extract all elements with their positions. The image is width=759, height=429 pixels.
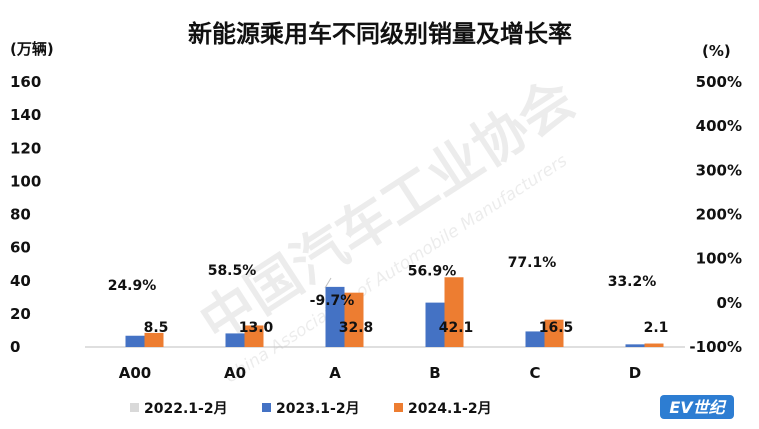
right-axis-unit: (%) <box>702 42 731 60</box>
growth-label: -9.7% <box>310 293 355 309</box>
ev-logo: EV世纪 <box>660 395 734 419</box>
growth-label: 58.5% <box>208 263 257 279</box>
watermark-text: 中国汽车工业协会 <box>189 67 586 355</box>
growth-label: 24.9% <box>108 278 157 294</box>
ev-logo-text: EV世纪 <box>669 398 726 417</box>
left-tick-label: 120 <box>10 139 41 157</box>
bar <box>325 286 345 347</box>
data-label: 2.1 <box>644 320 669 336</box>
annotation-leader-line <box>324 277 332 289</box>
left-tick-label: 100 <box>10 172 41 190</box>
growth-label: 56.9% <box>408 264 457 280</box>
category-label: B <box>429 364 440 382</box>
bar <box>625 344 645 347</box>
bar <box>125 335 145 347</box>
chart-title: 新能源乘用车不同级别销量及增长率 <box>188 20 572 48</box>
bar <box>425 302 445 347</box>
left-tick-label: 0 <box>10 338 20 356</box>
data-label: 8.5 <box>144 320 169 336</box>
left-tick-label: 140 <box>10 106 41 124</box>
growth-label: 77.1% <box>508 255 557 271</box>
left-tick-label: 20 <box>10 305 31 323</box>
legend: 2022.1-2月 2023.1-2月 2024.1-2月 <box>130 401 492 417</box>
bar <box>525 331 545 347</box>
left-tick-label: 80 <box>10 206 31 224</box>
data-label: 16.5 <box>539 320 574 336</box>
data-label: 42.1 <box>439 320 474 336</box>
left-tick-label: 160 <box>10 73 41 91</box>
right-axis-ticks: 500% 400% 300% 200% 100% 0% -100% <box>689 73 742 356</box>
right-tick-label: 300% <box>696 161 742 179</box>
category-labels: A00 A0 A B C D <box>119 364 641 382</box>
right-tick-label: 100% <box>696 250 742 268</box>
bar <box>344 292 364 347</box>
category-label: A <box>329 364 341 382</box>
bar <box>644 343 664 347</box>
right-tick-label: 0% <box>717 294 742 312</box>
bar <box>444 277 464 347</box>
bar <box>144 332 164 347</box>
category-label: A0 <box>224 364 246 382</box>
legend-label: 2023.1-2月 <box>276 401 360 417</box>
bar <box>544 319 564 347</box>
category-label: A00 <box>119 364 151 382</box>
legend-label: 2024.1-2月 <box>408 401 492 417</box>
category-label: C <box>529 364 540 382</box>
right-tick-label: 400% <box>696 117 742 135</box>
right-tick-label: 200% <box>696 206 742 224</box>
category-label: D <box>629 364 641 382</box>
left-axis-ticks: 160 140 120 100 80 60 40 20 0 <box>10 73 41 356</box>
bar <box>225 333 245 347</box>
left-axis-unit: (万辆) <box>10 40 54 58</box>
left-tick-label: 40 <box>10 272 31 290</box>
ev-logo-badge <box>660 395 734 419</box>
data-label: 13.0 <box>239 320 274 336</box>
right-tick-label: -100% <box>689 338 742 356</box>
bar <box>244 325 264 347</box>
legend-label: 2022.1-2月 <box>144 401 228 417</box>
legend-swatch <box>130 403 139 412</box>
legend-swatch <box>262 403 271 412</box>
left-tick-label: 60 <box>10 239 31 257</box>
right-tick-label: 500% <box>696 73 742 91</box>
bars <box>125 277 664 347</box>
growth-labels: 24.9% 58.5% -9.7% 56.9% 77.1% 33.2% <box>108 255 657 309</box>
growth-label: 33.2% <box>608 274 657 290</box>
legend-swatch <box>394 403 403 412</box>
data-labels: 8.5 13.0 32.8 42.1 16.5 2.1 <box>144 320 669 336</box>
data-label: 32.8 <box>339 320 374 336</box>
